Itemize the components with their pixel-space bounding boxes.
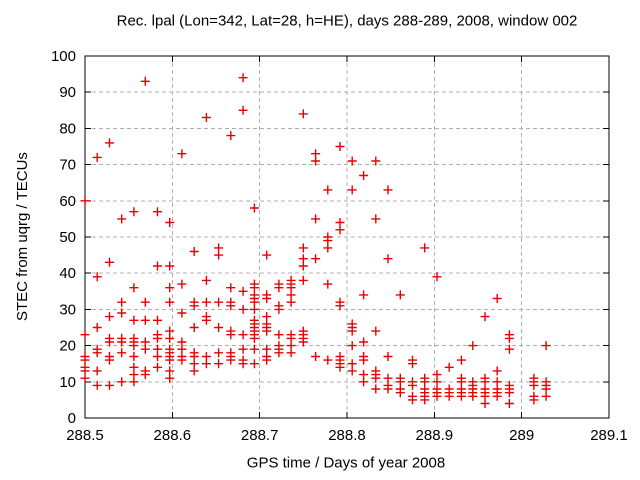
y-tick-label: 10 [59,374,76,391]
y-tick-label: 90 [59,84,76,101]
grid-lines [85,56,609,418]
x-tick-label: 289.1 [590,427,628,444]
x-tick-label: 288.8 [328,427,366,444]
x-tick-label: 289 [509,427,534,444]
y-tick-label: 50 [59,229,76,246]
y-tick-label: 20 [59,338,76,355]
y-tick-label: 0 [68,410,76,427]
y-tick-label: 30 [59,301,76,318]
y-tick-label: 60 [59,193,76,210]
y-tick-label: 70 [59,157,76,174]
x-tick-label: 288.7 [241,427,279,444]
x-tick-label: 288.5 [66,427,104,444]
axis-ticks [84,55,610,419]
y-tick-label: 100 [51,48,76,65]
x-tick-label: 288.6 [154,427,192,444]
y-tick-label: 40 [59,265,76,282]
x-tick-label: 288.9 [416,427,454,444]
x-axis-label: GPS time / Days of year 2008 [246,454,446,472]
chart-title: Rec. lpal (Lon=342, Lat=28, h=HE), days … [116,12,578,30]
data-points [80,73,551,408]
y-tick-label: 80 [59,120,76,137]
y-axis-label: STEC from uqrg / TECUs [14,152,31,322]
